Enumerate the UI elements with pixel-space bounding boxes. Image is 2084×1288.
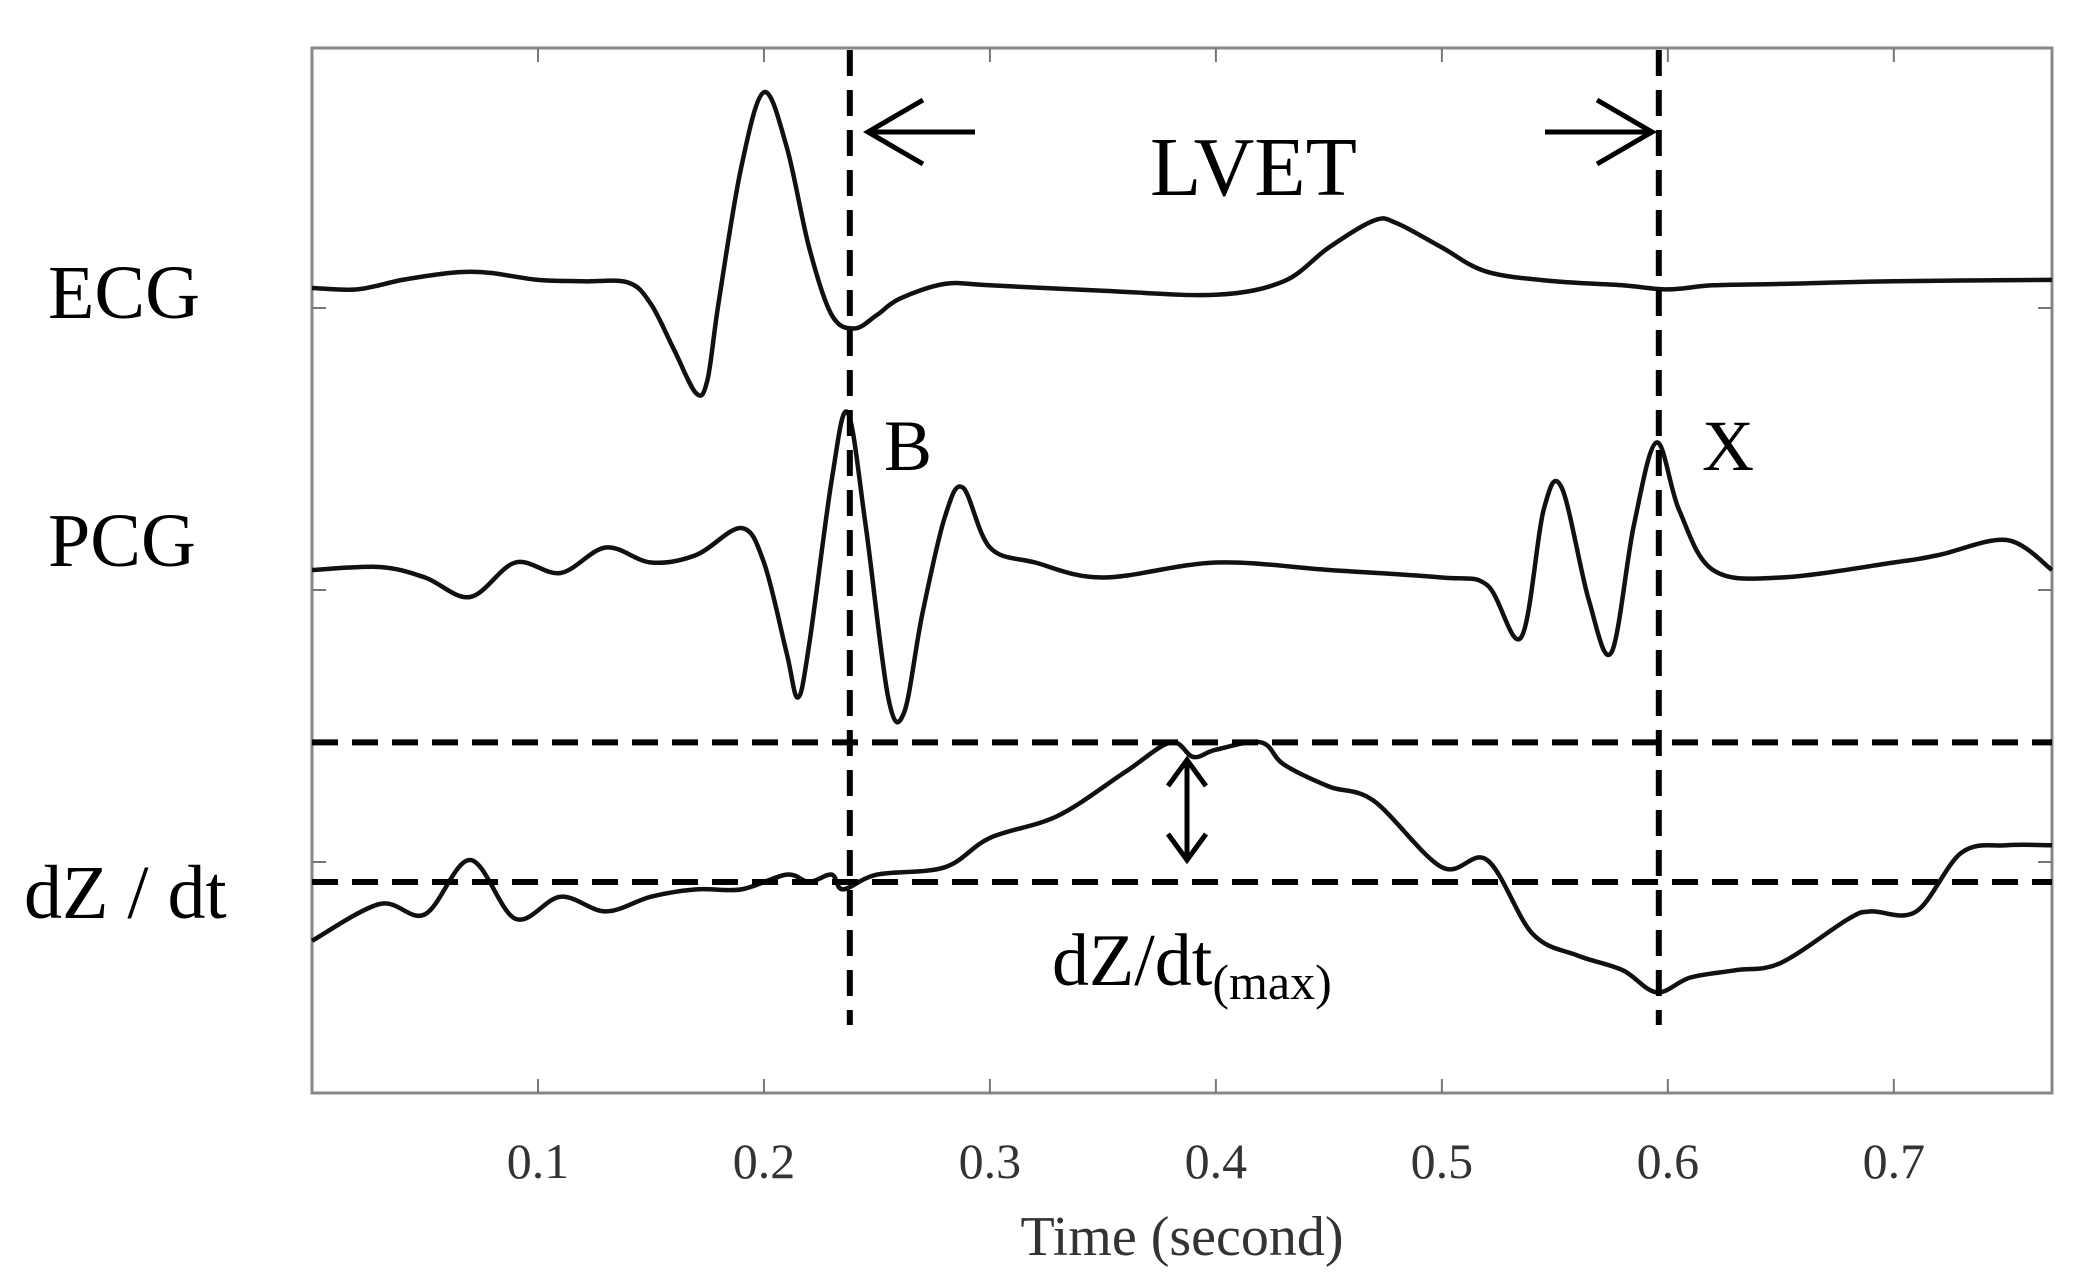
lvet-label: LVET	[1150, 121, 1357, 214]
x-axis-title: Time (second)	[1020, 1206, 1343, 1268]
lvet-arrow-right	[1545, 97, 1657, 167]
series-line-ecg	[311, 90, 2053, 398]
point-label-x: X	[1702, 406, 1754, 486]
reference-lines-layer	[312, 50, 2052, 1025]
plot-area-frame	[310, 46, 2054, 1095]
x-tick-label: 0.6	[1637, 1133, 1700, 1189]
dzdt-max-sub: (max)	[1212, 954, 1331, 1010]
series-line-dzdt	[310, 739, 2053, 995]
series-layer	[310, 90, 2054, 995]
x-tick-label: 0.7	[1863, 1133, 1926, 1189]
x-tick-label: 0.3	[959, 1133, 1022, 1189]
dzdt-max-label: dZ/dt(max)	[1052, 920, 1332, 1010]
series-label-dzdt: dZ / dt	[24, 851, 227, 935]
lvet-arrow-left	[863, 97, 975, 167]
point-label-b: B	[884, 406, 932, 486]
x-tick-label: 0.2	[733, 1133, 796, 1189]
x-axis-ticks: 0.1 0.2 0.3 0.4 0.5 0.6 0.7	[507, 48, 1925, 1189]
series-label-pcg: PCG	[48, 499, 196, 583]
x-tick-label: 0.5	[1411, 1133, 1474, 1189]
x-tick-label: 0.1	[507, 1133, 570, 1189]
series-label-ecg: ECG	[48, 251, 200, 335]
dzdt-max-base: dZ/dt	[1052, 920, 1213, 1002]
x-tick-label: 0.4	[1185, 1133, 1248, 1189]
series-line-pcg	[311, 409, 2054, 725]
dzdt-max-double-arrow	[1165, 755, 1209, 865]
